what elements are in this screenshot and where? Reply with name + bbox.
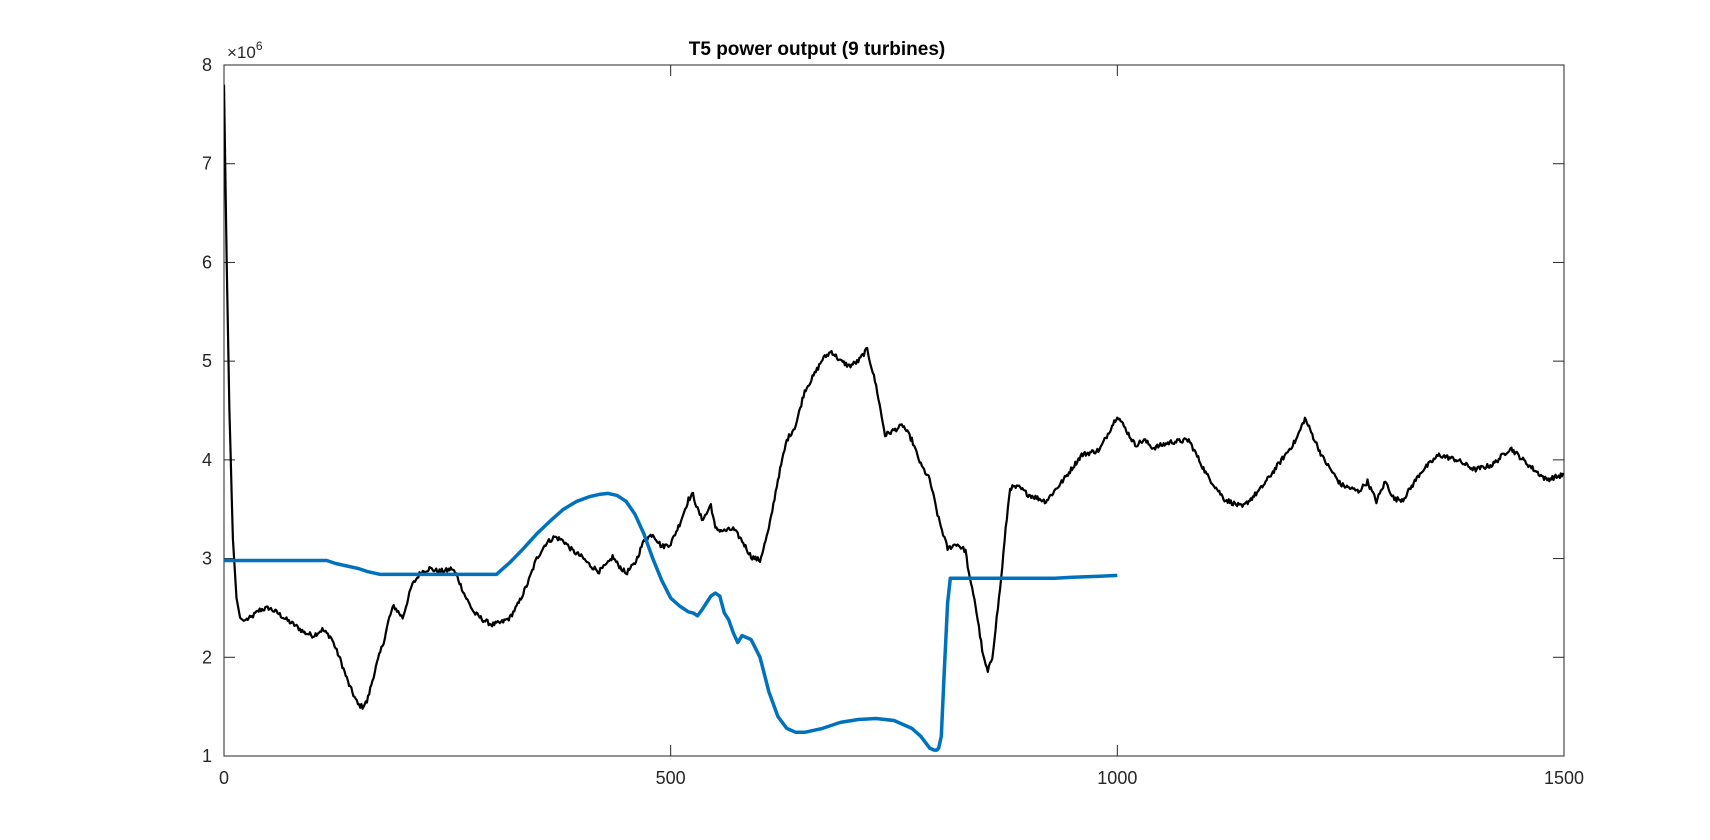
y-tick-label: 8 bbox=[202, 55, 212, 75]
plot-area: 0 500 1000 1500 1 2 3 4 5 6 7 8 bbox=[202, 55, 1584, 788]
y-tick-label: 3 bbox=[202, 549, 212, 569]
y-tick-label: 7 bbox=[202, 154, 212, 174]
axes-box bbox=[223, 64, 1565, 757]
x-tick-label: 1500 bbox=[1544, 768, 1584, 788]
y-tick-label: 2 bbox=[202, 647, 212, 667]
y-tick-label: 4 bbox=[202, 450, 212, 470]
x-tick-label: 1000 bbox=[1097, 768, 1137, 788]
x-tick-label: 500 bbox=[656, 768, 686, 788]
y-tick-label: 5 bbox=[202, 351, 212, 371]
x-tick-label: 0 bbox=[219, 768, 229, 788]
chart-title: T5 power output (9 turbines) bbox=[689, 39, 946, 60]
series-line-1 bbox=[224, 84, 1564, 710]
y-tick-label: 6 bbox=[202, 252, 212, 272]
series-line-2 bbox=[224, 491, 1118, 752]
y-multiplier-label: ×106 bbox=[227, 39, 263, 62]
y-tick-label: 1 bbox=[202, 746, 212, 766]
